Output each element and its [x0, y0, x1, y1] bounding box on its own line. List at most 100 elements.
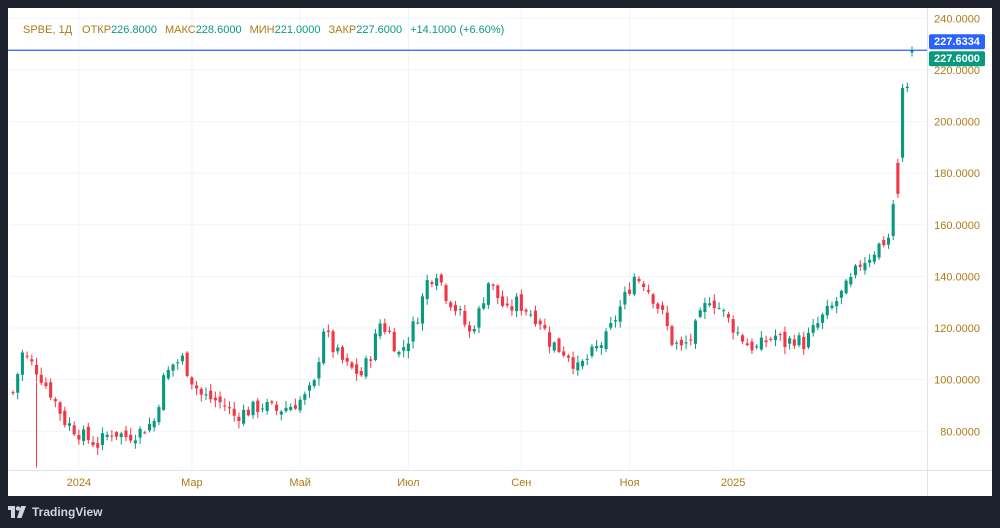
- candle-body: [326, 330, 330, 332]
- candle-body: [745, 343, 749, 346]
- candle-body: [500, 296, 505, 306]
- candle-body: [576, 362, 580, 371]
- candle-body: [585, 358, 589, 360]
- candlestick-chart[interactable]: 227.6334 227.6000 80.0000 100.0000 120.0000…: [8, 8, 992, 496]
- candle-body: [679, 339, 683, 346]
- candle-body: [82, 429, 86, 441]
- candle-body: [486, 283, 490, 305]
- candle-body: [670, 326, 674, 345]
- candle-body: [284, 407, 288, 412]
- candle-body: [114, 432, 119, 437]
- candle-body: [275, 404, 279, 411]
- candle-body: [868, 259, 872, 263]
- candle-body: [185, 352, 189, 376]
- candle-body: [755, 346, 759, 348]
- candle-body: [204, 394, 208, 396]
- change-value: +14.1000 (+6.60%): [410, 24, 505, 36]
- candles: [11, 46, 914, 468]
- candle-body: [91, 442, 95, 446]
- time-axis[interactable]: 2024 Мар Май Июл Сен Ноя 2025: [67, 477, 746, 489]
- candle-body: [303, 394, 307, 400]
- candle-body: [515, 296, 519, 312]
- candle-body: [595, 345, 599, 349]
- candle-body: [717, 307, 721, 309]
- candle-body: [444, 285, 448, 301]
- candle-body: [364, 358, 368, 377]
- candle-body: [218, 396, 222, 403]
- candle-body: [769, 338, 773, 340]
- candle-body: [44, 382, 48, 387]
- candle-body: [773, 335, 778, 341]
- candle-body: [712, 300, 716, 309]
- chart-frame[interactable]: 227.6334 227.6000 80.0000 100.0000 120.0000…: [8, 8, 992, 496]
- candle-body: [237, 416, 241, 422]
- candle-body: [571, 357, 575, 369]
- symbol-label[interactable]: SPBE, 1Д: [23, 24, 73, 36]
- candle-body: [533, 310, 538, 325]
- candle-body: [157, 407, 161, 423]
- candle-body: [496, 285, 500, 298]
- candle-body: [543, 325, 547, 329]
- candle-body: [435, 278, 439, 286]
- candle-body: [373, 333, 377, 360]
- open-value: 226.8000: [111, 24, 157, 36]
- candle-body: [227, 407, 232, 409]
- branding[interactable]: TradingView: [8, 500, 102, 524]
- candle-body: [665, 312, 669, 326]
- grid-lines: [8, 8, 992, 496]
- candle-body: [49, 382, 53, 398]
- candle-body: [562, 351, 566, 356]
- candle-body: [355, 364, 359, 374]
- candle-body: [477, 308, 481, 328]
- candle-body: [689, 339, 693, 341]
- candle-body: [811, 325, 815, 333]
- candle-body: [147, 423, 152, 431]
- candle-body: [839, 290, 843, 298]
- candle-body: [246, 409, 250, 416]
- candle-body: [788, 338, 792, 344]
- candle-body: [806, 332, 811, 348]
- candle-body: [623, 291, 627, 305]
- candle-body: [176, 362, 180, 364]
- candle-body: [416, 322, 420, 324]
- candle-body: [406, 343, 410, 352]
- last-price-marker: [929, 51, 985, 67]
- candle-body: [632, 276, 636, 295]
- tradingview-logo-icon: [8, 506, 26, 518]
- candle-body: [651, 294, 655, 304]
- candle-body: [105, 434, 109, 437]
- candle-body: [387, 330, 392, 332]
- candle-body: [566, 355, 570, 358]
- candle-body: [524, 309, 528, 312]
- time-tick-label: 2025: [721, 477, 745, 489]
- candle-body: [265, 402, 269, 411]
- candle-body: [877, 243, 881, 258]
- candle-body: [110, 435, 114, 437]
- candle-body: [604, 331, 608, 350]
- candle-body: [256, 400, 260, 413]
- candle-body: [797, 335, 801, 346]
- candle-body: [646, 290, 650, 292]
- candle-body: [835, 301, 839, 307]
- candle-body: [383, 323, 387, 333]
- candle-body: [34, 364, 39, 375]
- candle-body: [693, 320, 698, 344]
- candle-body: [124, 430, 128, 438]
- candle-body: [910, 50, 914, 53]
- candle-body: [307, 385, 312, 391]
- price-tick-label: 100.0000: [934, 375, 980, 387]
- last-price-label: 227.6000: [934, 53, 980, 65]
- price-tick-label: 240.0000: [934, 13, 980, 25]
- candle-body: [886, 237, 891, 245]
- candle-body: [199, 388, 203, 395]
- candle-body: [552, 342, 556, 351]
- candle-body: [331, 331, 335, 353]
- candle-body: [538, 320, 542, 325]
- price-axis[interactable]: 80.0000 100.0000 120.0000 140.0000 160.0000 1…: [934, 13, 980, 438]
- time-tick-label: Сен: [511, 477, 531, 489]
- candle-body: [298, 399, 302, 411]
- candle-body: [20, 352, 24, 375]
- candle-body: [260, 408, 265, 410]
- candle-body: [359, 370, 363, 376]
- low-value: 221.0000: [274, 24, 321, 36]
